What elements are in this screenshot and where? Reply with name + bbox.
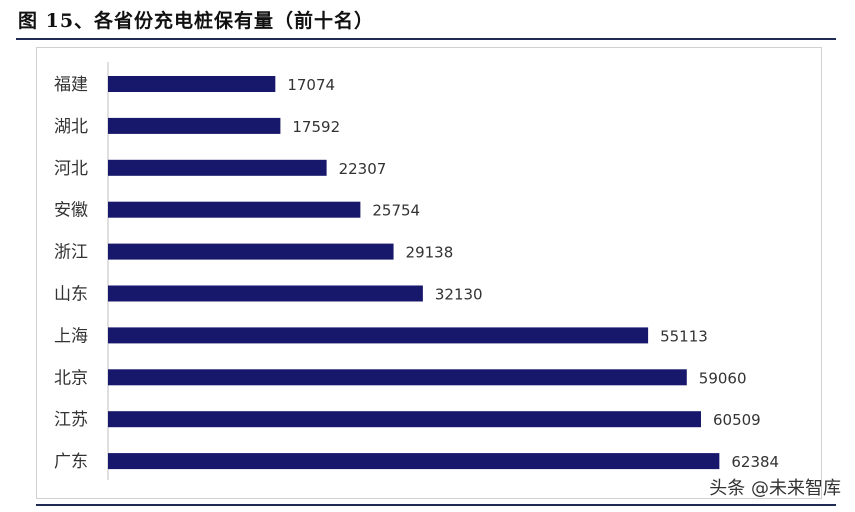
data-label: 62384 (731, 453, 779, 471)
category-label: 安徽 (54, 201, 88, 221)
category-label: 上海 (54, 326, 88, 346)
category-label: 北京 (54, 368, 88, 388)
category-label: 山东 (54, 285, 88, 305)
bars-group: 福建 17074 湖北 17592 河北 22307 安徽 25754 浙江 29138 山东 321… (54, 75, 779, 472)
data-label: 55113 (660, 327, 708, 345)
data-label: 60509 (713, 411, 761, 429)
bar (108, 453, 720, 470)
data-label: 59060 (699, 369, 747, 387)
bar (108, 201, 361, 218)
bar (108, 369, 687, 386)
data-label: 17074 (287, 76, 335, 94)
title-divider (16, 38, 836, 40)
category-label: 河北 (54, 159, 88, 179)
category-label: 福建 (54, 75, 88, 95)
bar (108, 76, 276, 92)
category-label: 广东 (54, 452, 88, 472)
data-label: 32130 (435, 286, 483, 304)
bar (108, 285, 423, 302)
bar (108, 117, 281, 134)
bottom-divider (36, 504, 836, 506)
bar (108, 243, 394, 260)
data-label: 25754 (372, 202, 420, 220)
category-label: 浙江 (54, 243, 88, 263)
chart-frame (36, 47, 822, 499)
category-label: 江苏 (54, 410, 88, 430)
bar (108, 159, 327, 176)
data-label: 22307 (339, 160, 387, 178)
bar (108, 327, 649, 344)
chart-title: 图 15、各省份充电桩保有量（前十名） (18, 10, 375, 32)
category-label: 湖北 (54, 117, 88, 137)
bar (108, 411, 701, 428)
watermark-text: 头条 @未来智库 (709, 478, 841, 499)
data-label: 17592 (292, 118, 340, 136)
data-label: 29138 (406, 244, 454, 262)
